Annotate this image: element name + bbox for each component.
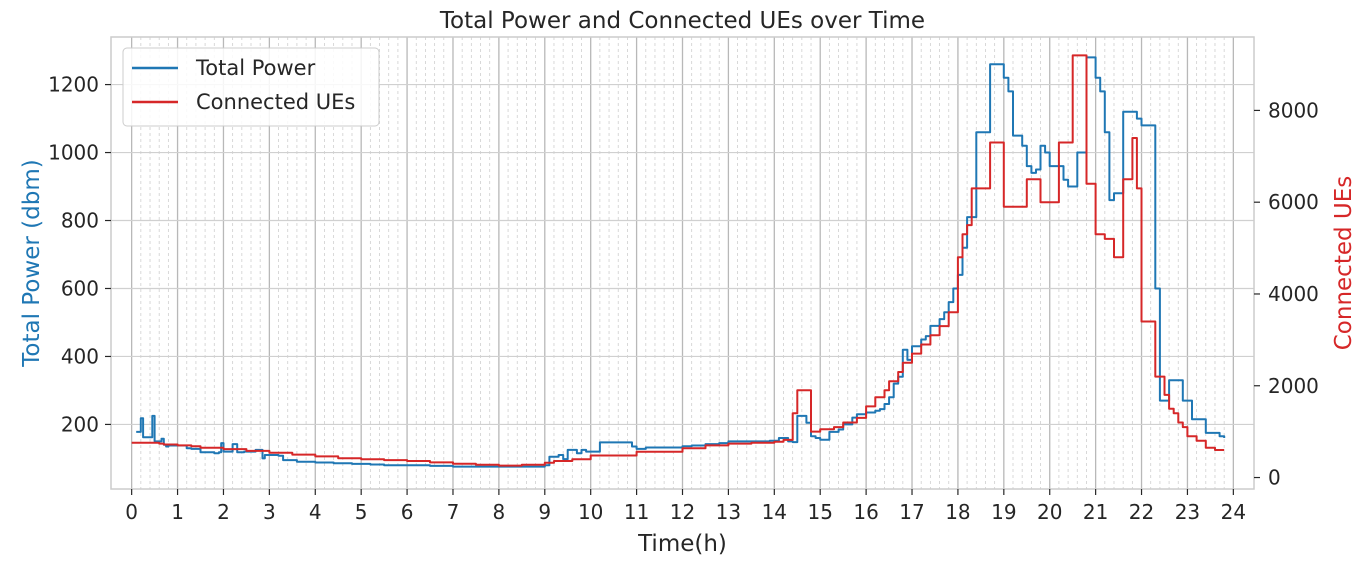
x-tick-label: 10: [578, 500, 603, 524]
x-tick-label: 12: [670, 500, 695, 524]
y-left-tick-label: 1200: [48, 73, 99, 97]
x-tick-label: 11: [624, 500, 649, 524]
x-tick-label: 19: [991, 500, 1016, 524]
x-tick-label: 7: [447, 500, 460, 524]
x-tick-label: 20: [1037, 500, 1062, 524]
x-tick-label: 21: [1083, 500, 1108, 524]
y-axis-left-title: Total Power (dbm): [19, 159, 45, 367]
x-tick-label: 6: [401, 500, 414, 524]
x-tick-label: 0: [125, 500, 138, 524]
x-tick-label: 8: [493, 500, 506, 524]
legend: Total Power Connected UEs: [122, 47, 380, 127]
x-tick-label: 1: [171, 500, 184, 524]
y-right-tick-label: 8000: [1268, 98, 1319, 122]
legend-label-connected-ues: Connected UEs: [196, 90, 355, 114]
x-tick-label: 13: [716, 500, 741, 524]
axis-ticks: 0 1 2 3 4 5 6 7 8 9 10 11 12 13 14 15 16 17 18 19 20 21 22 23 24…: [48, 73, 1319, 524]
x-tick-label: 18: [945, 500, 970, 524]
x-tick-label: 14: [762, 500, 787, 524]
y-left-tick-label: 800: [61, 209, 99, 233]
y-left-tick-label: 200: [61, 412, 99, 436]
y-axis-right-title: Connected UEs: [1331, 176, 1357, 351]
legend-label-total-power: Total Power: [195, 56, 316, 80]
x-tick-label: 3: [263, 500, 276, 524]
y-right-tick-label: 4000: [1268, 282, 1319, 306]
y-right-tick-label: 6000: [1268, 190, 1319, 214]
x-tick-label: 23: [1175, 500, 1200, 524]
x-tick-label: 9: [538, 500, 551, 524]
x-tick-label: 17: [899, 500, 924, 524]
x-axis-title: Time(h): [637, 531, 727, 557]
x-tick-label: 16: [853, 500, 878, 524]
x-tick-label: 2: [217, 500, 230, 524]
x-tick-label: 15: [807, 500, 832, 524]
y-left-tick-label: 400: [61, 344, 99, 368]
x-tick-label: 22: [1129, 500, 1154, 524]
connected-ues-line: [131, 54, 1225, 467]
series-lines: [131, 54, 1226, 468]
x-tick-label: 4: [309, 500, 322, 524]
x-tick-label: 5: [355, 500, 368, 524]
chart-title: Total Power and Connected UEs over Time: [439, 8, 925, 34]
y-right-tick-label: 2000: [1268, 374, 1319, 398]
legend-box: [122, 47, 380, 127]
x-tick-label: 24: [1221, 500, 1246, 524]
y-left-tick-label: 600: [61, 276, 99, 300]
y-left-tick-label: 1000: [48, 141, 99, 165]
y-right-tick-label: 0: [1268, 466, 1281, 490]
